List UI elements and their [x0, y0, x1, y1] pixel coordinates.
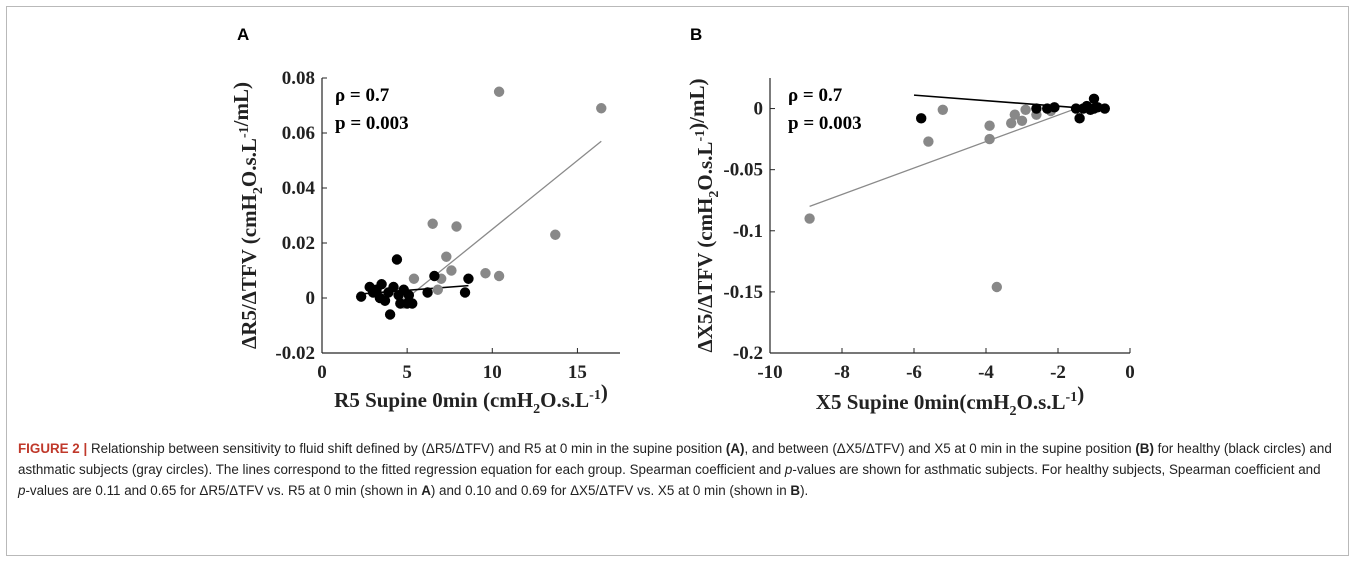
asthma-data-point [451, 221, 462, 232]
y-tick-label: -0.2 [733, 343, 763, 364]
x-tick-label: -4 [978, 362, 994, 383]
y-tick-label: -0.1 [733, 221, 763, 242]
healthy-data-point [422, 287, 433, 298]
asthma-data-point [984, 120, 995, 131]
y-tick-label: 0 [306, 288, 316, 309]
asthma-data-point [984, 133, 995, 145]
caption-segment: -values are 0.11 and 0.65 for ΔR5/ΔTFV v… [25, 483, 422, 498]
asthma-data-point [446, 265, 457, 276]
healthy-data-point [355, 291, 367, 302]
x-tick-label: -6 [906, 362, 922, 383]
healthy-data-point [388, 281, 399, 293]
healthy-data-point [376, 279, 387, 290]
asthma-data-point [427, 218, 438, 229]
y-axis-label: ΔR5/ΔTFV (cmH2O.s.L-1/mL) [229, 82, 266, 349]
asthma-data-point [1009, 109, 1020, 120]
asthma-data-point [937, 104, 948, 115]
caption-segment: Relationship between sensitivity to flui… [87, 441, 726, 456]
x-axis-label: X5 Supine 0min(cmH2O.s.L-1) [816, 382, 1084, 419]
asthma-data-point [480, 268, 491, 279]
x-axis-label: R5 Supine 0min (cmH2O.s.L-1) [334, 380, 608, 417]
healthy-data-point [384, 309, 396, 320]
asthma-regression-line [809, 107, 1077, 207]
healthy-data-point [1031, 103, 1042, 114]
asthma-data-point [493, 270, 505, 282]
healthy-data-point [1088, 93, 1100, 104]
healthy-data-point [1074, 113, 1085, 124]
y-tick-label: -0.02 [275, 343, 315, 364]
y-tick-label: 0.02 [282, 233, 315, 254]
caption-segment: p [18, 483, 26, 498]
caption-segment: for healthy (black circles) and asthmati… [18, 441, 1332, 477]
healthy-data-point [463, 273, 474, 284]
x-tick-label: 10 [483, 362, 502, 383]
y-tick-label: -0.05 [723, 160, 763, 181]
healthy-data-point [1099, 103, 1111, 114]
panel-label: B [690, 25, 702, 44]
asthma-data-point [923, 136, 934, 147]
healthy-data-point [395, 298, 406, 309]
figure-frame [6, 6, 1349, 556]
healthy-data-point [916, 113, 927, 124]
x-tick-label: 0 [1125, 362, 1135, 383]
asthma-data-point [596, 103, 607, 114]
healthy-data-point [429, 270, 440, 282]
y-tick-label: 0.08 [282, 68, 315, 89]
y-tick-label: 0.06 [282, 123, 315, 144]
asthma-data-point [991, 281, 1002, 293]
x-tick-label: -2 [1050, 362, 1066, 383]
caption-segment: A [421, 483, 431, 498]
stats-annotation: p = 0.003 [335, 113, 409, 134]
caption-segment: p [784, 462, 793, 477]
healthy-data-point [391, 254, 403, 265]
healthy-data-point [407, 298, 418, 309]
asthma-data-point [441, 251, 452, 262]
asthma-data-point [550, 229, 561, 240]
panel-label: A [237, 25, 249, 44]
panel-b: B -10 -8 -6 -4 -2 0 -0.2 -0.15 -0.1 -0.05 0 X5 Supin… [685, 25, 1135, 419]
asthma-data-point [432, 284, 443, 295]
caption-segment: ). [800, 483, 809, 498]
x-tick-label: -10 [757, 362, 782, 383]
y-tick-label: -0.15 [723, 282, 763, 303]
x-tick-label: 5 [402, 362, 412, 383]
caption-segment: B [790, 483, 801, 498]
x-tick-label: 15 [568, 362, 587, 383]
y-tick-label: 0.04 [282, 178, 316, 199]
healthy-data-point [459, 287, 471, 298]
stats-annotation: p = 0.003 [788, 113, 862, 134]
asthma-data-point [408, 273, 420, 284]
caption-segment: ) and 0.10 and 0.69 for ΔX5/ΔTFV vs. X5 … [430, 483, 791, 498]
caption-segment: (B) [1135, 441, 1154, 456]
x-tick-label: 0 [317, 362, 327, 383]
healthy-data-point [1049, 102, 1060, 113]
healthy-data-point [403, 290, 415, 301]
asthma-data-point [1020, 104, 1031, 115]
stats-annotation: ρ = 0.7 [788, 85, 843, 106]
healthy-data-point [1070, 103, 1082, 114]
y-tick-label: 0 [754, 99, 764, 120]
caption-segment: -values are shown for asthmatic subjects… [792, 462, 1321, 477]
asthma-data-point [493, 86, 505, 97]
caption-segment: (A) [725, 441, 745, 456]
figure-caption: FIGURE 2 | Relationship between sensitiv… [18, 438, 1336, 501]
asthma-data-point [1006, 118, 1017, 129]
healthy-data-point [379, 295, 391, 306]
caption-figure-label: FIGURE 2 | [18, 441, 88, 456]
x-tick-label: -8 [834, 362, 850, 383]
asthma-data-point [1016, 115, 1028, 126]
y-axis-label: ΔX5/ΔTFV (cmH2O.s.L-1)/mL) [685, 79, 722, 353]
caption-segment: , and between (ΔX5/ΔTFV) and X5 at 0 min… [744, 441, 1136, 456]
asthma-data-point [804, 213, 815, 224]
stats-annotation: ρ = 0.7 [335, 85, 390, 106]
